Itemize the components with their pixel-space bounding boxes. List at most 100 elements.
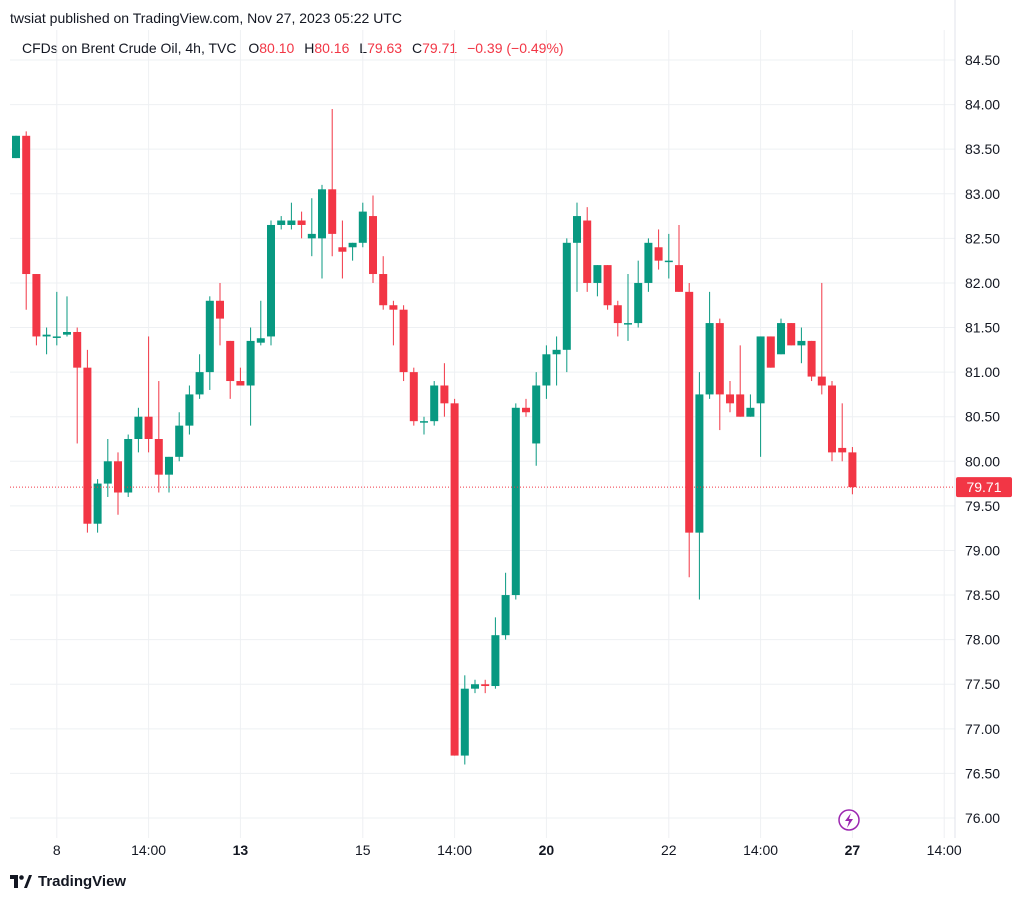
candle-body — [644, 242, 653, 283]
candle-body — [63, 331, 71, 335]
candle-body — [22, 135, 31, 275]
candle-body — [124, 439, 133, 493]
tradingview-brand[interactable]: TradingView — [10, 873, 126, 890]
candle-body — [664, 260, 673, 263]
candle-body — [624, 323, 632, 325]
candle-body — [32, 274, 41, 337]
change-value: −0.39 (−0.49%) — [467, 40, 564, 56]
candle — [348, 242, 357, 261]
candle — [114, 452, 122, 515]
candle-body — [430, 385, 439, 422]
candle — [644, 238, 653, 292]
time-axis[interactable]: 8 14:00 13 15 14:00 20 22 14:00 27 14:00 — [53, 842, 962, 858]
candle — [42, 327, 51, 355]
candle — [562, 238, 571, 373]
candle-body — [583, 220, 592, 283]
candle-body — [736, 394, 745, 417]
candle-body — [185, 394, 194, 426]
candle — [389, 300, 398, 346]
candle — [603, 265, 612, 310]
candle — [205, 296, 214, 390]
candle-body — [93, 483, 102, 524]
candle-body — [807, 340, 816, 377]
candle-body — [817, 376, 826, 386]
candle — [583, 207, 592, 292]
candle — [726, 381, 734, 413]
candle — [715, 318, 724, 431]
candle — [226, 340, 235, 399]
candle — [777, 318, 785, 355]
candle-body — [175, 425, 184, 457]
candle-body — [154, 439, 163, 475]
candle-body — [307, 233, 316, 239]
candle — [828, 381, 836, 462]
y-tick-label: 82.00 — [965, 275, 1000, 291]
candle-body — [369, 216, 377, 275]
x-tick-label: 14:00 — [437, 842, 472, 858]
candle — [420, 416, 428, 435]
candle-body — [379, 274, 388, 306]
candle-body — [73, 331, 82, 368]
candle — [634, 260, 643, 328]
candle — [338, 220, 347, 279]
candle — [63, 296, 71, 337]
symbol-title[interactable]: CFDs on Brent Crude Oil, 4h, TVC — [22, 40, 237, 56]
x-tick-label: 20 — [539, 842, 555, 858]
candle-body — [236, 381, 245, 386]
candle — [807, 340, 816, 382]
candle — [654, 229, 663, 270]
candle-body — [12, 135, 20, 159]
candle-body — [828, 385, 836, 453]
y-tick-label: 78.50 — [965, 587, 1000, 603]
x-tick-label: 13 — [233, 842, 249, 858]
close-label: C — [412, 40, 423, 56]
candle — [216, 282, 224, 346]
candle-body — [481, 684, 490, 687]
candle-body — [277, 220, 286, 225]
y-tick-label: 79.00 — [965, 542, 1000, 558]
y-tick-label: 81.50 — [965, 320, 1000, 336]
candle — [328, 109, 337, 257]
candle — [675, 224, 683, 292]
candle — [236, 367, 245, 386]
candle-body — [328, 189, 337, 234]
last-price-badge — [956, 477, 1012, 498]
candle-body — [165, 456, 173, 475]
open-value: 80.10 — [259, 40, 295, 56]
candle-body — [522, 407, 530, 413]
candle — [134, 407, 143, 453]
candle — [287, 202, 296, 230]
last-price-label: 79.71 — [966, 479, 1001, 495]
candle — [124, 434, 133, 497]
candle — [664, 233, 673, 279]
price-axis[interactable]: 76.00 76.50 77.00 77.50 78.00 78.50 79.00 79.50… — [965, 52, 1000, 826]
x-tick-label: 22 — [661, 842, 677, 858]
candle-body — [256, 338, 265, 343]
high-value: 80.16 — [314, 40, 350, 56]
candle — [318, 184, 326, 279]
candle — [32, 274, 41, 346]
overlay-layer: 79.71 — [10, 477, 1012, 831]
candle-body — [613, 305, 622, 324]
candle-body — [450, 403, 459, 756]
candle-body — [267, 224, 275, 337]
candle — [552, 336, 561, 386]
grid-lines — [10, 0, 956, 838]
candle — [460, 675, 469, 765]
candle-body — [491, 635, 500, 687]
candle — [399, 305, 408, 382]
candle — [267, 220, 275, 346]
candle — [358, 202, 367, 248]
candle — [369, 195, 377, 283]
candle-body — [705, 323, 714, 395]
candle — [511, 403, 520, 600]
y-tick-label: 82.50 — [965, 230, 1000, 246]
candle — [379, 256, 388, 310]
candle-body — [460, 688, 469, 756]
candle-body — [216, 300, 224, 319]
candle-body — [542, 354, 551, 386]
candle-body — [573, 216, 581, 243]
candle-body — [787, 323, 796, 346]
candle-body — [420, 421, 428, 423]
